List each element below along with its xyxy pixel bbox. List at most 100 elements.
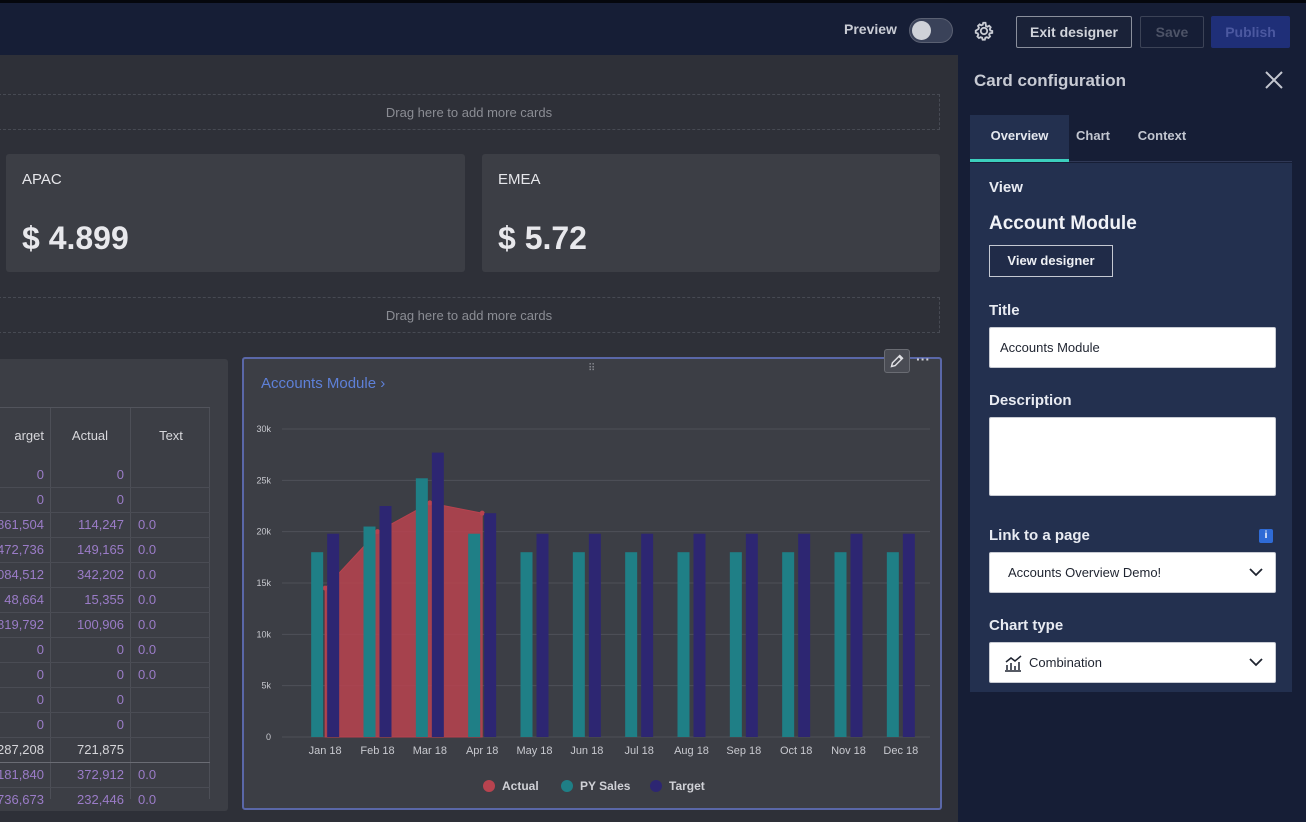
table-cell: 0: [36, 492, 44, 507]
table-cell: 0: [36, 467, 44, 482]
legend-marker-2: [650, 780, 662, 792]
table-cell: 15,355: [84, 592, 124, 607]
row-divider: [0, 612, 210, 613]
row-divider: [0, 712, 210, 713]
table-row: 181,840 372,912 0.0: [0, 763, 210, 787]
publish-button[interactable]: Publish: [1211, 16, 1290, 48]
table-cell: 0: [36, 642, 44, 657]
kpi-card-apac[interactable]: APAC $ 4.899: [6, 154, 465, 272]
chevron-down-icon: [1249, 658, 1263, 667]
table-cell: [132, 463, 210, 487]
preview-toggle[interactable]: [909, 18, 953, 43]
link-page-select[interactable]: Accounts Overview Demo!: [989, 552, 1276, 593]
exit-designer-button[interactable]: Exit designer: [1016, 16, 1132, 48]
bar-target-1: [379, 506, 392, 737]
gear-icon[interactable]: [973, 20, 995, 42]
title-input[interactable]: Accounts Module: [989, 327, 1276, 368]
table-row: 472,736 149,165 0.0: [0, 538, 210, 562]
table-cell: 0.0: [138, 592, 157, 607]
table-cell: 0: [36, 667, 44, 682]
tab-context[interactable]: Context: [1137, 128, 1187, 143]
data-point-actual-2: [427, 500, 433, 506]
x-tick-label: Sep 18: [726, 745, 761, 757]
legend-marker-1: [561, 780, 573, 792]
table-header: arget Actual Text: [0, 407, 210, 463]
x-tick-label: Jul 18: [624, 745, 653, 757]
tab-chart[interactable]: Chart: [1076, 128, 1110, 143]
table-card[interactable]: arget Actual Text 0 0 0 0 861,504 114,247 0.0 4…: [0, 359, 228, 811]
bar-target-6: [641, 533, 654, 737]
dashboard-canvas: Drag here to add more cards APAC $ 4.899…: [0, 55, 958, 822]
y-tick-label: 15k: [256, 578, 271, 588]
bar-target-10: [850, 533, 863, 737]
table-row: 287,208 721,875: [0, 738, 210, 762]
row-divider: [0, 787, 210, 788]
more-options-button[interactable]: ···: [916, 351, 930, 367]
y-tick-label: 25k: [256, 475, 271, 485]
table-cell: 0: [116, 642, 124, 657]
x-tick-label: Jan 18: [309, 745, 342, 757]
bar-py-sales-11: [886, 552, 899, 737]
bar-target-0: [327, 533, 340, 737]
y-tick-label: 0: [266, 732, 271, 742]
dropzone-top[interactable]: Drag here to add more cards: [0, 94, 940, 130]
module-name: Account Module: [989, 213, 1137, 234]
chart-card[interactable]: Accounts Module › ⠿ ··· 0 5k 10k 15k 20k 25k 3…: [242, 349, 942, 810]
pencil-icon: [890, 354, 904, 368]
bar-target-7: [693, 533, 706, 737]
row-divider: [0, 487, 210, 488]
chart-type-select[interactable]: Combination: [989, 642, 1276, 683]
column-divider: [130, 407, 131, 799]
info-icon[interactable]: i: [1259, 529, 1273, 543]
table-cell: 342,202: [77, 567, 124, 582]
table-cell: 48,664: [4, 592, 44, 607]
column-divider: [50, 407, 51, 799]
table-row: 861,504 114,247 0.0: [0, 513, 210, 537]
kpi-value: $ 5.72: [498, 220, 587, 256]
view-designer-button[interactable]: View designer: [989, 245, 1113, 277]
chart-title-link[interactable]: Accounts Module ›: [261, 375, 386, 392]
table-cell: [132, 688, 210, 712]
save-button[interactable]: Save: [1140, 16, 1204, 48]
description-textarea[interactable]: [989, 417, 1276, 496]
dropzone-middle[interactable]: Drag here to add more cards: [0, 297, 940, 333]
table-cell: 287,208: [0, 742, 44, 757]
panel-title: Card configuration: [974, 71, 1127, 90]
preview-label: Preview: [844, 21, 897, 37]
y-tick-label: 30k: [256, 424, 271, 434]
link-page-value: Accounts Overview Demo!: [1008, 565, 1162, 580]
table-row: 736,673 232,446 0.0: [0, 788, 210, 811]
kpi-value: $ 4.899: [22, 220, 129, 256]
x-tick-label: Feb 18: [360, 745, 394, 757]
table-cell: 0: [116, 492, 124, 507]
bar-target-11: [902, 533, 915, 737]
chart-type-value: Combination: [1029, 655, 1102, 670]
edit-card-button[interactable]: [884, 349, 910, 373]
bar-target-3: [484, 513, 497, 737]
bar-target-8: [745, 533, 758, 737]
table-cell: 0: [36, 717, 44, 732]
tab-overview[interactable]: Overview: [970, 115, 1069, 162]
bar-py-sales-4: [520, 552, 533, 737]
data-point-actual-0: [322, 585, 328, 591]
bar-target-2: [431, 452, 444, 737]
table-row: 48,664 15,355 0.0: [0, 588, 210, 612]
table-cell: 0.0: [138, 617, 157, 632]
kpi-card-emea[interactable]: EMEA $ 5.72: [482, 154, 940, 272]
column-header-actual[interactable]: Actual: [71, 428, 109, 443]
data-table: arget Actual Text 0 0 0 0 861,504 114,247 0.0 4…: [0, 407, 210, 811]
table-cell: 0.0: [138, 517, 157, 532]
close-icon[interactable]: [1263, 69, 1285, 91]
bar-py-sales-3: [468, 533, 481, 737]
drag-handle-icon[interactable]: ⠿: [588, 363, 597, 374]
column-header-target[interactable]: arget: [14, 428, 44, 443]
table-cell: 114,247: [77, 517, 124, 532]
data-point-actual-1: [375, 529, 380, 535]
x-tick-label: Aug 18: [674, 745, 709, 757]
data-point-actual-3: [479, 510, 485, 516]
x-tick-label: Mar 18: [413, 745, 447, 757]
column-header-text[interactable]: Text: [159, 428, 183, 443]
table-cell: 0: [36, 692, 44, 707]
